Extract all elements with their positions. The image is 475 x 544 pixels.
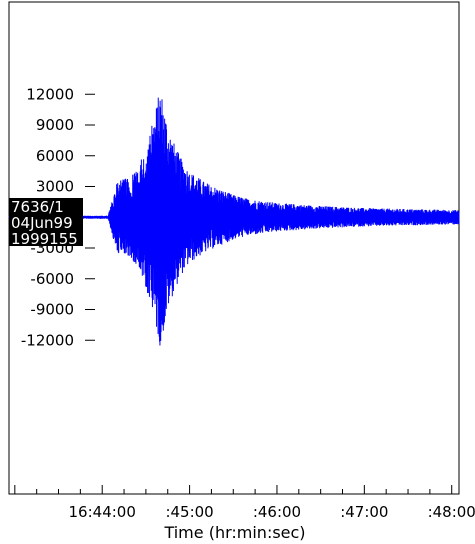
y-tick-label: 3000 <box>36 178 74 196</box>
y-tick-label: 12000 <box>26 85 74 103</box>
plot-frame <box>8 1 460 495</box>
y-tick-label: -6000 <box>30 270 74 288</box>
x-tick-label: 16:44:00 <box>69 503 136 521</box>
seismogram-trace <box>8 97 460 346</box>
y-tick-label: 9000 <box>36 116 74 134</box>
station-label-background <box>9 198 83 246</box>
x-tick-label: :46:00 <box>253 503 301 521</box>
x-axis-ticks: 16:44:00 :45:00 :46:00 :47:00 :48:00 <box>14 485 475 521</box>
x-tick-label: :45:00 <box>165 503 213 521</box>
station-label-line-1: 7636/1 <box>11 198 64 216</box>
y-tick-label: 6000 <box>36 147 74 165</box>
station-label: 7636/1 04Jun99 1999155 <box>9 198 83 248</box>
station-label-line-2: 04Jun99 <box>11 214 73 232</box>
station-label-line-3: 1999155 <box>11 230 78 248</box>
x-axis-title: Time (hr:min:sec) <box>163 523 305 542</box>
x-tick-label: :48:00 <box>428 503 475 521</box>
y-tick-label: -12000 <box>21 331 74 349</box>
y-tick-label: -9000 <box>30 301 74 319</box>
x-tick-label: :47:00 <box>340 503 388 521</box>
